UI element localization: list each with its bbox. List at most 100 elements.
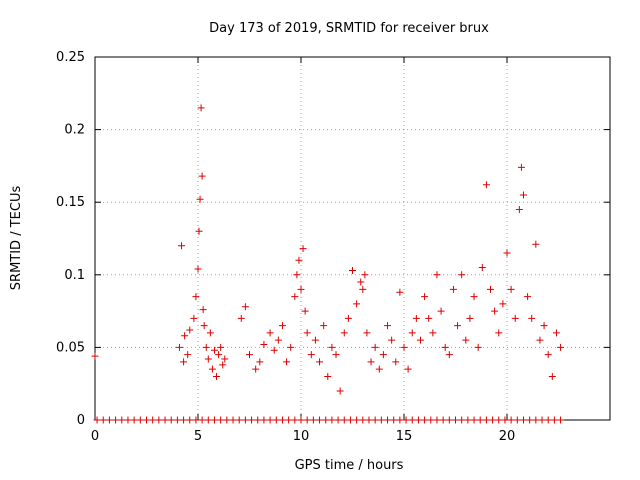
data-point — [311, 336, 319, 344]
data-point — [454, 322, 462, 330]
data-point — [433, 271, 441, 279]
data-point — [489, 416, 497, 424]
data-point — [375, 365, 383, 373]
data-point — [408, 329, 416, 337]
data-point — [507, 416, 515, 424]
data-point — [544, 416, 552, 424]
data-point — [93, 416, 101, 424]
data-point — [470, 293, 478, 301]
data-point — [266, 416, 274, 424]
y-tick-label: 0.05 — [56, 340, 85, 355]
data-point — [91, 352, 99, 360]
data-point — [346, 416, 354, 424]
data-point — [260, 416, 268, 424]
data-points — [91, 104, 565, 424]
chart-title: Day 173 of 2019, SRMTID for receiver bru… — [209, 21, 489, 36]
data-point — [476, 416, 484, 424]
data-point — [219, 361, 227, 369]
data-point — [190, 314, 198, 322]
data-point — [412, 314, 420, 322]
data-point — [334, 416, 342, 424]
data-point — [332, 351, 340, 359]
data-point — [367, 358, 375, 366]
data-point — [449, 285, 457, 293]
data-point — [361, 271, 369, 279]
data-point — [437, 307, 445, 315]
data-point — [320, 322, 328, 330]
x-tick-label: 20 — [499, 429, 516, 444]
data-point — [495, 416, 503, 424]
data-point — [544, 351, 552, 359]
data-point — [199, 306, 207, 314]
data-point — [178, 242, 186, 250]
data-point — [217, 343, 225, 351]
data-point — [540, 322, 548, 330]
data-point — [359, 285, 367, 293]
plot-frame — [94, 56, 611, 421]
data-point — [297, 416, 305, 424]
data-point — [429, 329, 437, 337]
data-point — [478, 264, 486, 272]
data-point — [445, 416, 453, 424]
data-point — [538, 416, 546, 424]
data-point — [260, 340, 268, 348]
data-point — [278, 416, 286, 424]
data-point — [404, 365, 412, 373]
data-point — [371, 343, 379, 351]
data-point — [192, 416, 200, 424]
data-point — [200, 322, 208, 330]
data-point — [482, 181, 490, 189]
data-point — [192, 293, 200, 301]
data-point — [390, 416, 398, 424]
data-point — [173, 416, 181, 424]
data-point — [377, 416, 385, 424]
data-point — [421, 293, 429, 301]
data-point — [256, 358, 264, 366]
data-point — [466, 314, 474, 322]
data-point — [105, 416, 113, 424]
data-point — [359, 416, 367, 424]
x-axis-label: GPS time / hours — [295, 458, 404, 473]
x-tick-label: 0 — [91, 429, 99, 444]
data-point — [384, 322, 392, 330]
data-point — [291, 416, 299, 424]
y-tick-label: 0.1 — [64, 268, 85, 283]
data-point — [550, 416, 558, 424]
data-point — [445, 351, 453, 359]
data-point — [519, 416, 527, 424]
data-point — [206, 329, 214, 337]
data-point — [297, 285, 305, 293]
data-point — [167, 416, 175, 424]
data-point — [503, 249, 511, 257]
data-point — [283, 358, 291, 366]
data-point — [301, 307, 309, 315]
data-point — [272, 416, 280, 424]
data-point — [210, 346, 218, 354]
data-point — [186, 416, 194, 424]
data-point — [322, 416, 330, 424]
data-point — [511, 314, 519, 322]
data-point — [474, 343, 482, 351]
data-point — [532, 240, 540, 248]
data-point — [155, 416, 163, 424]
x-tick-label: 15 — [396, 429, 413, 444]
data-point — [181, 332, 189, 340]
data-point — [548, 372, 556, 380]
data-point — [416, 336, 424, 344]
data-point — [266, 329, 274, 337]
data-point — [161, 416, 169, 424]
data-point — [433, 416, 441, 424]
data-point — [371, 416, 379, 424]
data-point — [180, 358, 188, 366]
data-point — [293, 271, 301, 279]
data-point — [421, 416, 429, 424]
data-point — [402, 416, 410, 424]
data-point — [458, 271, 466, 279]
data-point — [295, 256, 303, 264]
data-point — [414, 416, 422, 424]
data-point — [396, 416, 404, 424]
data-point — [524, 293, 532, 301]
y-tick-label: 0.15 — [56, 195, 85, 210]
data-point — [464, 416, 472, 424]
